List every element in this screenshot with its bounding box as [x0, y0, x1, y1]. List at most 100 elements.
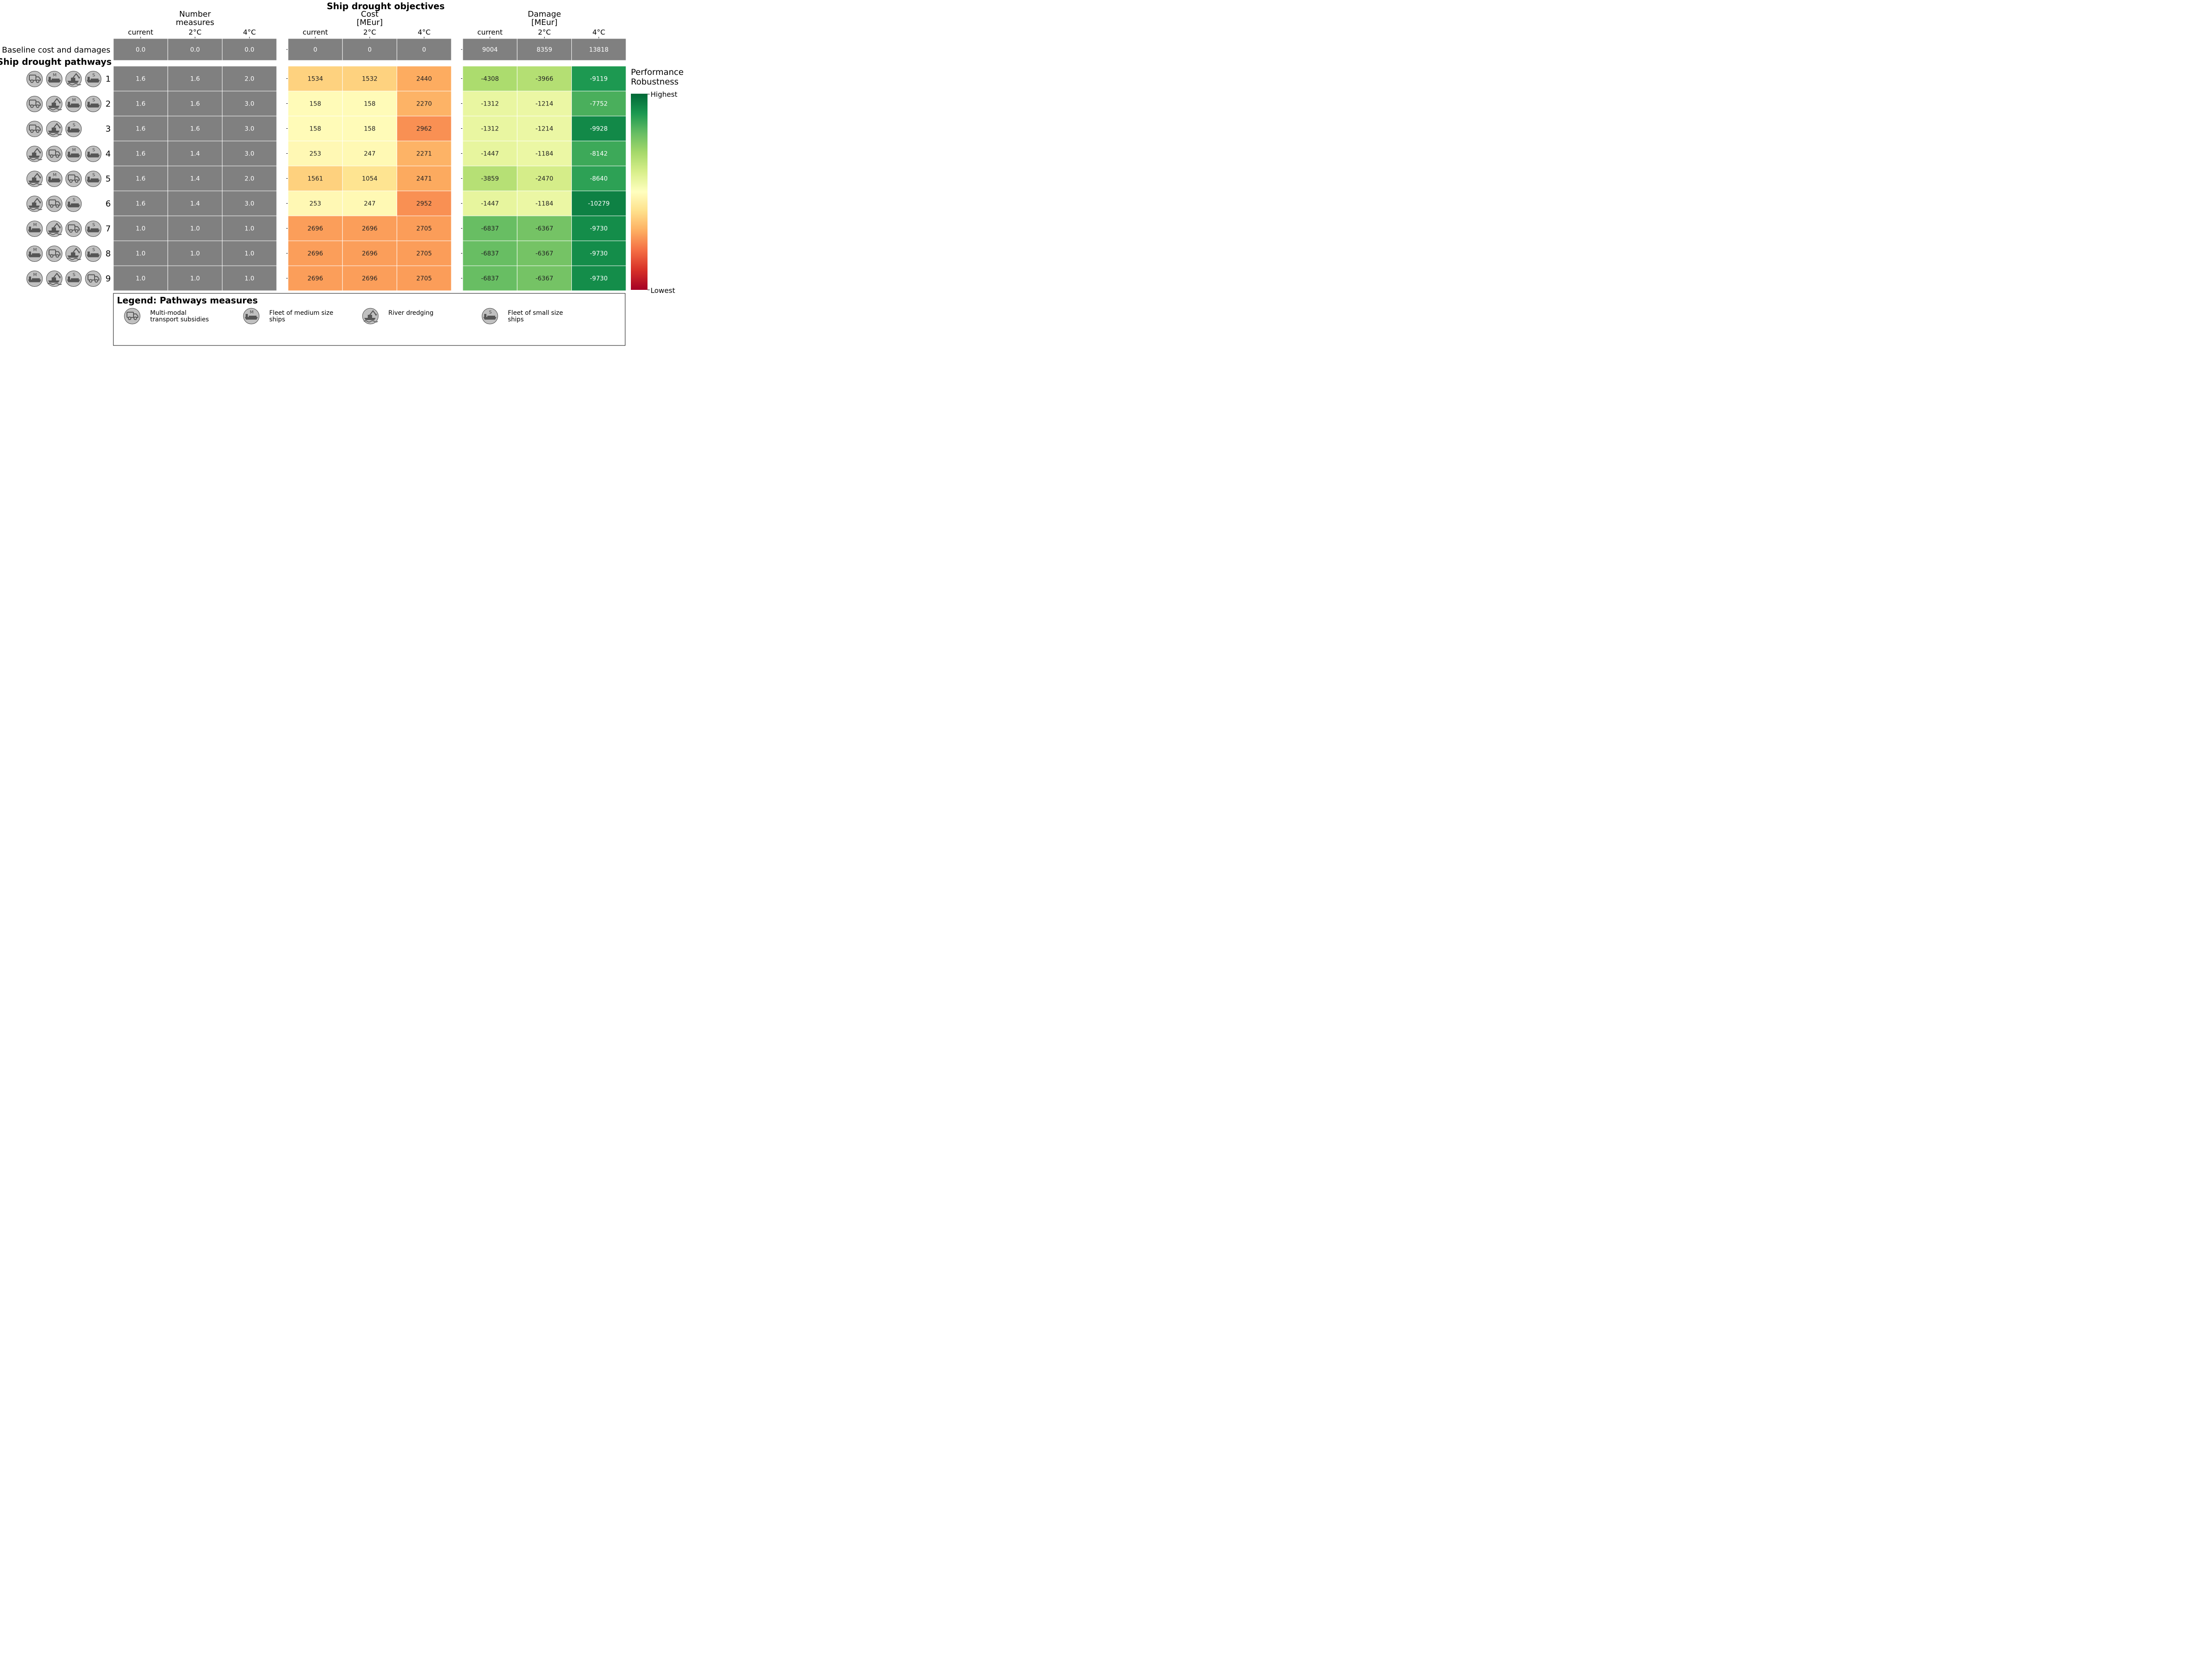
ship-m-icon: M	[46, 71, 63, 87]
cell-cost-r5-c1-rect	[342, 166, 398, 191]
group-title-number-line1: Number	[179, 10, 211, 19]
cell-number-r6-c1-label: 1.4	[190, 201, 200, 208]
cell-number-r2-c0-rect	[113, 91, 168, 116]
cell-cost-r1-c0-rect	[288, 66, 343, 92]
group-title-cost-line2: [MEur]	[357, 18, 383, 27]
ship-s-icon: S	[65, 121, 82, 137]
cell-number-r6-c0-label: 1.6	[136, 201, 145, 208]
ship-m-icon-letter: M	[53, 173, 57, 178]
colorbar-title-line2: Robustness	[631, 77, 679, 87]
cell-cost-r7-c0-rect	[288, 215, 343, 241]
cell-damage-r4-c2-label: -8142	[590, 151, 608, 158]
ship-m-icon-letter: M	[72, 148, 76, 153]
cell-cost-r1-c1-label: 1532	[362, 76, 378, 83]
cell-cost-r9-c2-rect	[397, 265, 452, 291]
ship-m-icon-letter: M	[72, 98, 76, 103]
row-label-4: 4	[106, 149, 111, 159]
cell-damage-r9-c0-rect	[462, 265, 517, 291]
baseline-number_measures-2-rect	[222, 38, 277, 61]
baseline-damage-0-label: 9004	[482, 46, 498, 53]
cell-number-r5-c2-label: 2.0	[245, 176, 254, 183]
baseline-damage-2-label: 13818	[589, 46, 609, 53]
row-label-5: 5	[106, 174, 111, 184]
cell-number-r9-c2-rect	[222, 265, 277, 291]
cell-cost-r7-c1-rect	[342, 215, 398, 241]
cell-damage-r2-c0-label: -1312	[481, 101, 499, 108]
cell-damage-r1-c2-label: -9119	[590, 76, 608, 83]
cell-cost-r5-c0-label: 1561	[307, 176, 323, 183]
cell-damage-r9-c1-label: -6367	[535, 275, 553, 282]
row-label-3: 3	[106, 124, 111, 134]
cell-number-r2-c0-label: 1.6	[136, 101, 145, 108]
cell-cost-r8-c0-label: 2696	[307, 250, 323, 257]
ship-s-icon: S	[85, 71, 102, 87]
ship-m-icon: M	[26, 271, 43, 287]
ship-m-icon: M	[243, 308, 260, 324]
baseline-damage-1-rect	[517, 38, 572, 61]
baseline-number_measures-1-label: 0.0	[190, 46, 200, 53]
cell-damage-r5-c2-label: -8640	[590, 176, 608, 183]
cell-number-r6-c2-rect	[222, 190, 277, 216]
cell-damage-r9-c1-rect	[517, 265, 572, 291]
cell-number-r1-c1-label: 1.6	[190, 76, 200, 83]
dredge-icon	[362, 308, 379, 324]
legend-item-0-line2: transport subsidies	[150, 316, 209, 323]
cell-damage-r3-c2-rect	[571, 116, 626, 141]
ship-s-icon: S	[85, 246, 102, 262]
cell-damage-r9-c0-label: -6837	[481, 275, 499, 282]
row-label-7: 7	[106, 224, 111, 234]
cell-cost-r6-c2-rect	[397, 190, 452, 216]
ship-m-icon-letter: M	[33, 248, 37, 253]
cell-cost-r6-c0-label: 253	[310, 201, 321, 208]
ship-m-icon-letter: M	[33, 273, 37, 278]
cell-number-r5-c1-rect	[167, 166, 223, 191]
column-header-number-0: current	[128, 28, 153, 36]
cell-damage-r5-c2-rect	[571, 166, 626, 191]
cell-cost-r3-c0-label: 158	[310, 126, 321, 133]
cell-number-r6-c2-label: 3.0	[245, 201, 254, 208]
cell-number-r8-c2-rect	[222, 240, 277, 266]
cell-cost-r1-c2-label: 2440	[416, 76, 432, 83]
cell-cost-r6-c0-rect	[288, 190, 343, 216]
cell-number-r7-c0-label: 1.0	[136, 225, 145, 232]
cell-cost-r8-c2-label: 2705	[416, 250, 432, 257]
colorbar-title-line1: Performance	[631, 67, 683, 77]
heatmap-cells: 0.0 0.0 0.0 0 0 0 9004 8359 13818 1.6 1.6 2.0 1534 15…	[113, 38, 626, 291]
column-header-cost-1: 2°C	[363, 28, 376, 36]
cell-number-r1-c0-label: 1.6	[136, 76, 145, 83]
ship-s-icon: S	[65, 196, 82, 212]
cell-number-r2-c2-label: 3.0	[245, 101, 254, 108]
ship-m-icon: M	[65, 146, 82, 162]
baseline-cost-0-label: 0	[313, 46, 317, 53]
ship-m-icon-letter: M	[250, 310, 254, 315]
cell-damage-r1-c2-rect	[571, 66, 626, 92]
cell-damage-r7-c2-rect	[571, 215, 626, 241]
ship-s-icon-letter: S	[73, 123, 75, 128]
cell-number-r2-c1-label: 1.6	[190, 101, 200, 108]
ship-s-icon: S	[65, 271, 82, 287]
cell-damage-r8-c1-label: -6367	[535, 250, 553, 257]
cell-number-r7-c0-rect	[113, 215, 168, 241]
baseline-cost-1-rect	[342, 38, 398, 61]
cell-number-r6-c1-rect	[167, 190, 223, 216]
ship-m-icon: M	[46, 171, 63, 187]
row-label-6: 6	[106, 199, 111, 209]
cell-cost-r5-c2-label: 2471	[416, 176, 432, 183]
cell-damage-r3-c0-rect	[462, 116, 517, 141]
cell-number-r8-c0-label: 1.0	[136, 250, 145, 257]
group-title-number-line2: measures	[176, 18, 215, 27]
cell-number-r8-c2-label: 1.0	[245, 250, 254, 257]
cell-damage-r6-c0-rect	[462, 190, 517, 216]
cell-cost-r3-c2-label: 2962	[416, 126, 432, 133]
cell-damage-r5-c1-label: -2470	[535, 176, 553, 183]
cell-cost-r7-c0-label: 2696	[307, 225, 323, 232]
dredge-icon	[26, 196, 43, 212]
pathway-icons: M S M S S M S M S S M S M S M S	[26, 71, 102, 287]
cell-number-r7-c1-rect	[167, 215, 223, 241]
cell-damage-r4-c1-label: -1184	[535, 151, 553, 158]
cell-cost-r9-c1-rect	[342, 265, 398, 291]
cell-number-r4-c1-label: 1.4	[190, 151, 200, 158]
ship-s-icon-letter: S	[92, 148, 95, 153]
group-title-damage-line1: Damage	[528, 10, 561, 19]
cell-number-r5-c1-label: 1.4	[190, 176, 200, 183]
